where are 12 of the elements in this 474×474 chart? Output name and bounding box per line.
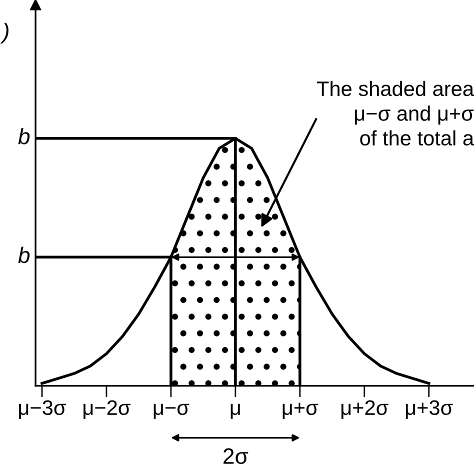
x-tick-label: μ−σ [154, 404, 190, 419]
x-tick-label: μ [230, 404, 240, 419]
ref-line-label: b [18, 246, 30, 264]
x-tick-label: μ−3σ [19, 400, 66, 419]
x-tick-label: μ+3σ [406, 400, 453, 419]
text: 2σ [224, 448, 248, 464]
y-axis-title: ) [0, 22, 8, 44]
ref-line-label: b [18, 128, 30, 144]
x-tick-label: μ+σ [282, 402, 318, 419]
x-tick-label: μ+2σ [341, 400, 388, 419]
x-tick-label: μ−2σ [84, 400, 130, 419]
annotation: The shaded area μ−σ and μ+σ of the total a [316, 80, 474, 146]
